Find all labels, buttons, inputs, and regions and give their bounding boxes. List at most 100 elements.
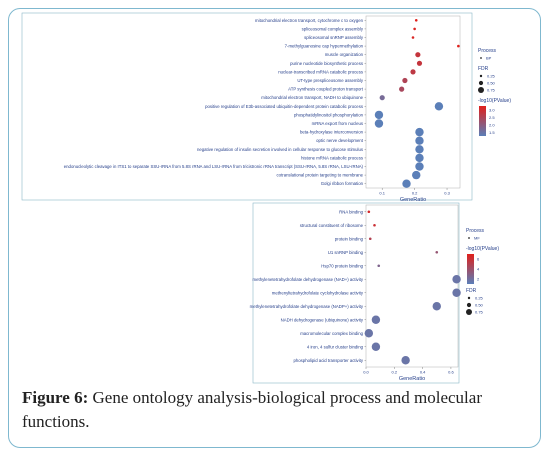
term-point: [435, 250, 439, 254]
term-point: [415, 136, 424, 145]
term-point: [412, 170, 421, 180]
term-label: RNA binding: [339, 209, 363, 214]
legend-fdr-dot: [478, 80, 484, 86]
plot-area: [365, 204, 459, 368]
legend-fdr-label: 0.75: [487, 88, 496, 93]
x-axis-title: GeneRatio: [399, 376, 425, 382]
legend-color-title: -log10(PValue): [466, 246, 499, 252]
legend-fdr-dot: [466, 309, 472, 315]
term-label: macromolecular complex binding: [300, 331, 363, 336]
legend-process-dot: [468, 237, 470, 239]
x-tick-label: 0.6: [448, 370, 454, 375]
term-label: muscle organization: [325, 52, 364, 57]
term-label: ATP synthesis coupled proton transport: [288, 87, 364, 92]
legend-fdr-label: 0.25: [475, 296, 484, 301]
term-label: beta-hydroxylase interconversion: [300, 130, 364, 135]
term-label: phospholipid acid transporter activity: [293, 358, 363, 363]
term-point: [411, 36, 415, 39]
legend-color-title: -log10(PValue): [478, 98, 511, 104]
legend-color-bar: [467, 254, 474, 284]
term-label: structural constituent of ribosome: [300, 223, 364, 228]
legend-fdr-dot: [478, 87, 484, 93]
term-label: mRNA export from nucleus: [312, 121, 363, 126]
legend-fdr-label: 0.25: [487, 74, 496, 79]
term-point: [402, 179, 411, 188]
term-point: [415, 52, 421, 58]
term-point: [379, 95, 385, 101]
x-tick-label: 0.2: [392, 370, 398, 375]
term-point: [377, 264, 381, 268]
term-point: [401, 356, 410, 365]
term-point: [452, 288, 461, 297]
term-label: U1 snRNP binding: [328, 250, 364, 255]
legend-color-bar: [479, 106, 486, 136]
legend-color-tick: 2.0: [489, 122, 495, 127]
mf-panel: 0.0 0.2 0.4 0.6 GeneRatio RNA binding structur…: [250, 202, 499, 384]
term-point: [415, 153, 424, 163]
x-tick-label: 0.1: [379, 191, 385, 196]
term-point: [410, 69, 416, 75]
term-point: [368, 237, 372, 241]
term-point: [415, 145, 424, 154]
legend-process-title: Process: [466, 228, 485, 234]
term-point: [413, 27, 416, 31]
legend-fdr-label: 0.50: [475, 303, 484, 308]
term-label: methylenetetrahydrofolate dehydrogenase …: [253, 277, 364, 282]
legend-fdr-title: FDR: [478, 66, 489, 72]
legend-process-title: Process: [478, 48, 497, 54]
term-point: [457, 44, 460, 48]
term-label: methenyltetrahydrofolate cyclohydrolase …: [272, 290, 364, 295]
legend-color-tick: 3.0: [489, 107, 495, 112]
term-point: [432, 302, 441, 311]
term-label: phosphatidylinositol phosphorylation: [294, 112, 364, 117]
legend-process-item: BP: [486, 56, 492, 61]
term-point: [415, 162, 424, 171]
term-point: [371, 315, 381, 324]
legend-fdr-dot: [479, 74, 483, 78]
term-label: negative regulation of insulin secretion…: [197, 147, 363, 152]
legend-color-tick: 2.5: [489, 115, 495, 120]
term-point: [414, 19, 418, 22]
term-label: histone mRNA catabolic process: [301, 155, 363, 160]
legend-color-tick: 1.5: [489, 130, 495, 135]
caption-text: Gene ontology analysis-biological proces…: [22, 388, 482, 431]
term-point: [367, 210, 371, 214]
legend-color-tick: 2: [477, 277, 480, 282]
x-tick-label: 0.2: [412, 191, 418, 196]
term-point: [434, 102, 444, 111]
term-point: [415, 127, 424, 137]
term-label: UT-type prespliceosome assembly: [297, 78, 364, 83]
term-label: 4 iron, 4 sulfur cluster binding: [307, 344, 364, 349]
term-label: protein binding: [335, 236, 364, 241]
term-label: purine nucleotide biosynthetic process: [290, 61, 363, 66]
term-point: [402, 77, 408, 84]
x-tick-label: 0.4: [420, 370, 426, 375]
legend-fdr-dot: [467, 296, 471, 300]
term-label: mitochondrial electron transport, cytoch…: [255, 18, 364, 23]
legend-process-item: MF: [474, 236, 480, 241]
term-label: 7-methylguanosine cap hypermethylation: [285, 44, 364, 49]
figure-caption: Figure 6: Gene ontology analysis-biologi…: [22, 386, 522, 434]
legend-fdr-dot: [466, 302, 472, 308]
plot-area: [365, 15, 461, 189]
term-label: positive regulation of E3b-associated ub…: [205, 104, 363, 109]
term-label: mitochondrial electron transport, NADH t…: [261, 95, 363, 100]
term-point: [373, 223, 376, 227]
bp-panel: 0.1 0.2 0.3 GeneRatio mitochondrial electron…: [21, 12, 511, 203]
term-label: NADH dehydrogenase (ubiquinone) activity: [281, 317, 364, 322]
term-label: nuclear-transcribed mRNA catabolic proce…: [278, 69, 363, 74]
caption-label: Figure 6:: [22, 388, 89, 407]
term-label: endonucleolytic cleavage in ITS1 to sepa…: [64, 164, 364, 169]
legend-fdr-label: 0.50: [487, 81, 496, 86]
term-label: Golgi ribbon formation: [321, 181, 364, 186]
term-point: [374, 119, 384, 128]
legend-color-tick: 6: [477, 257, 480, 262]
x-axis-title: GeneRatio: [400, 197, 426, 203]
x-tick-label: 0.0: [363, 370, 369, 375]
x-tick-label: 0.3: [444, 191, 450, 196]
term-point: [452, 275, 461, 284]
legend-color-tick: 4: [477, 267, 480, 272]
term-point: [416, 60, 423, 66]
term-label: optic nerve development: [316, 138, 364, 143]
